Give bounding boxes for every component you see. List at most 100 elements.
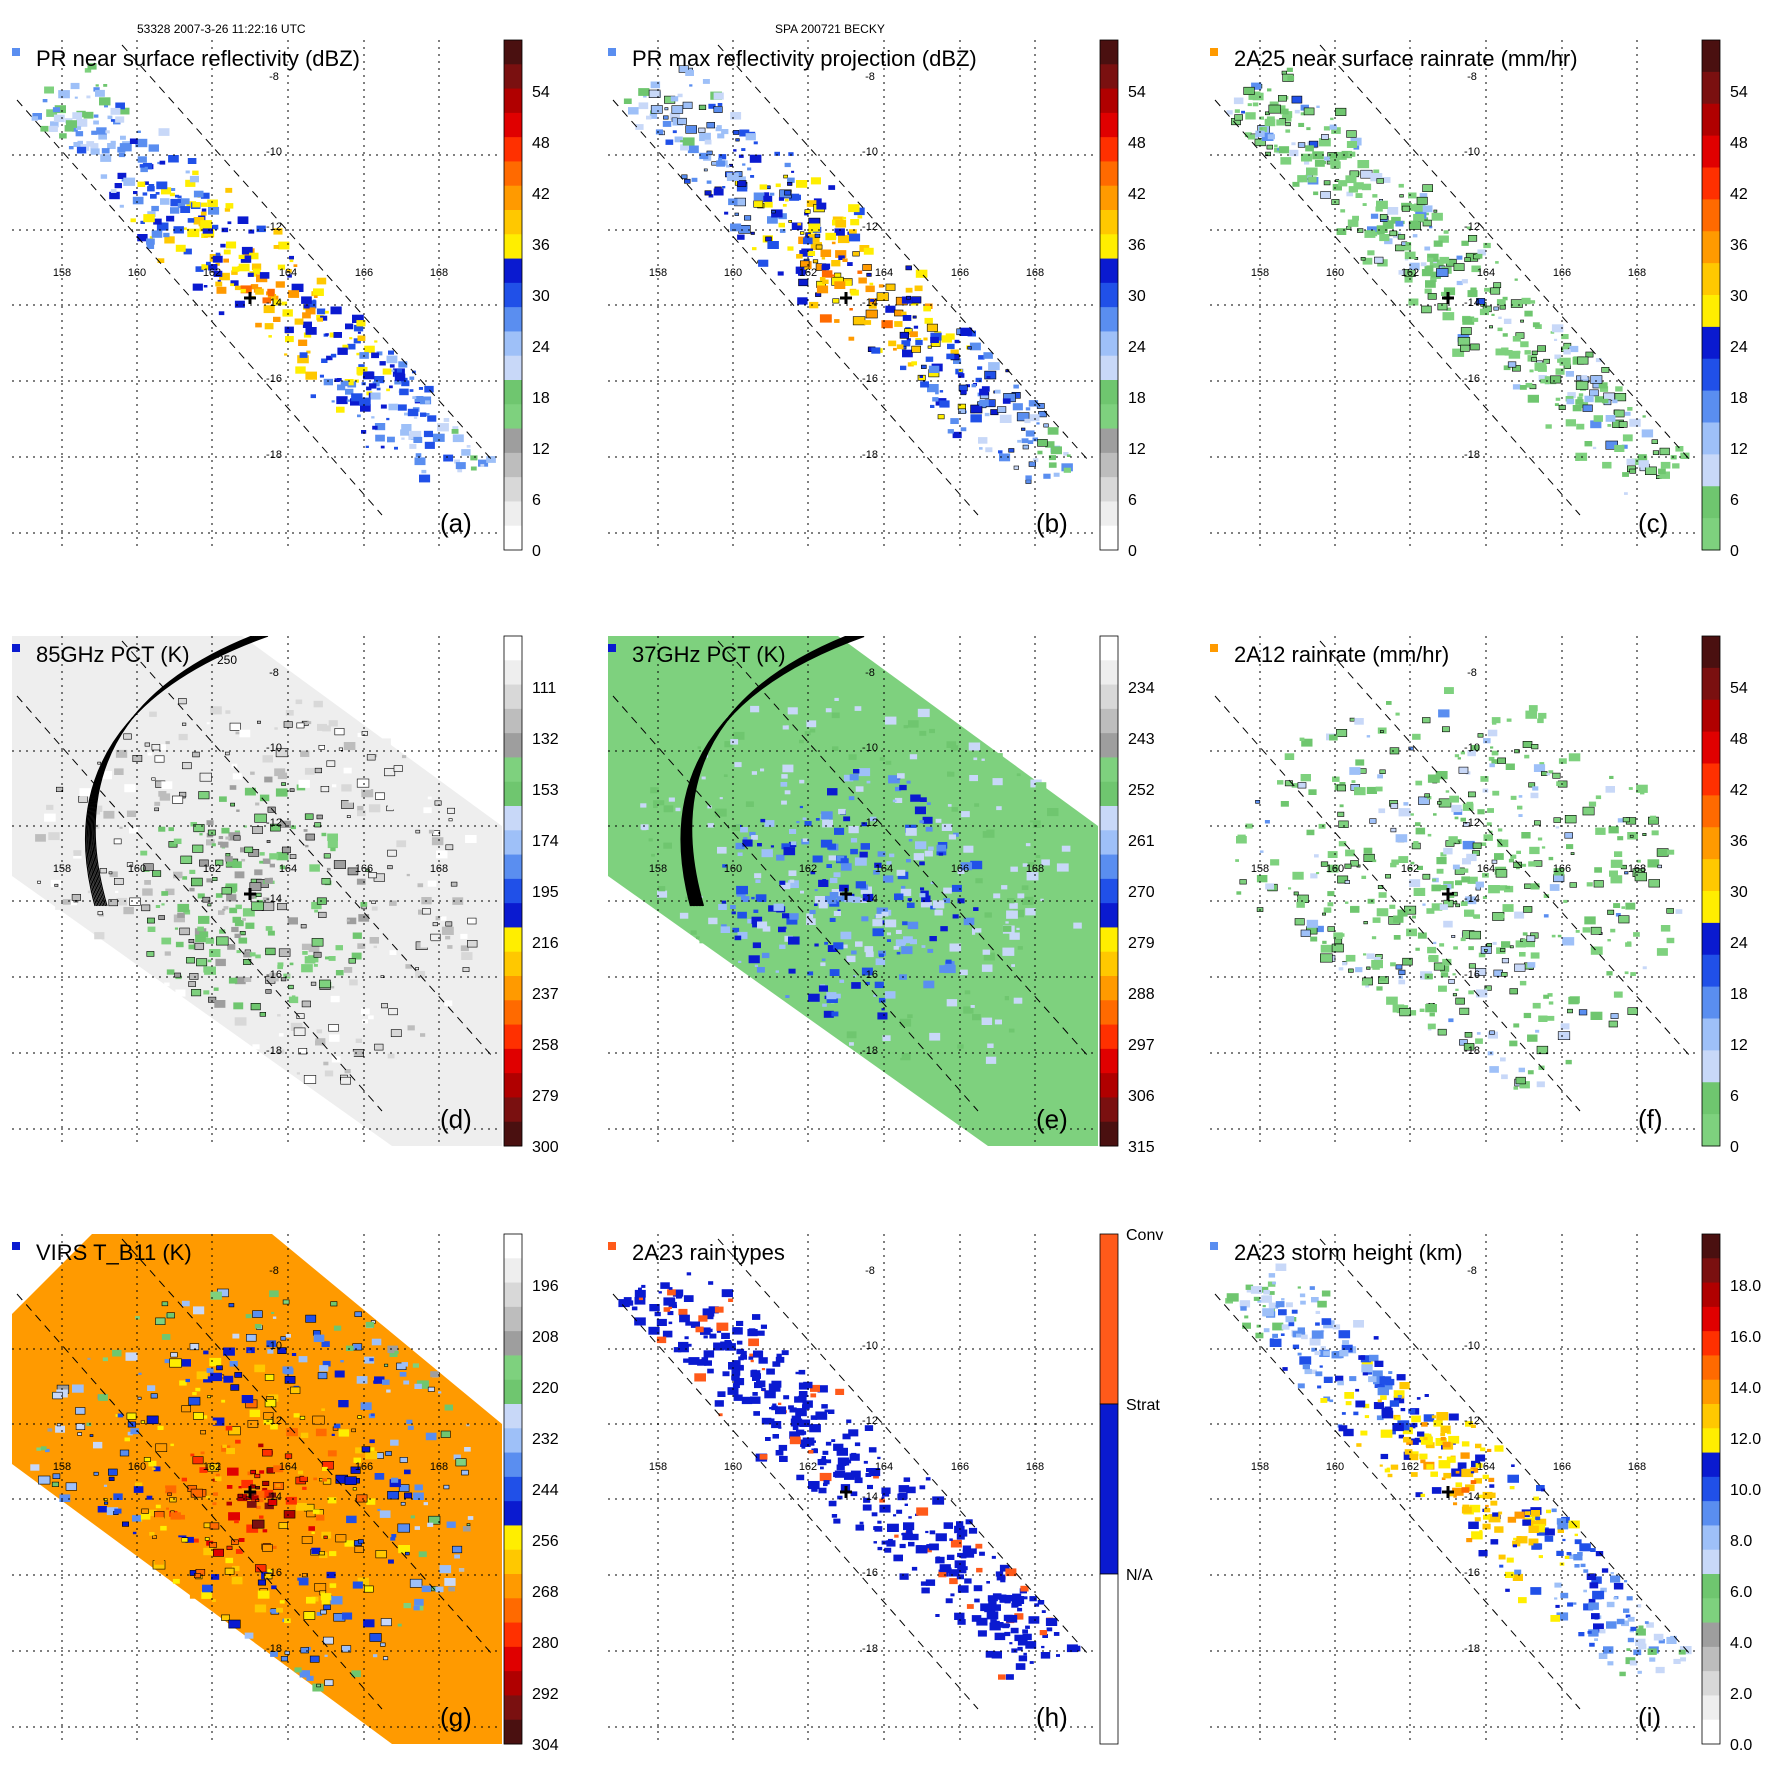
data-cell [829, 892, 839, 899]
data-cell [855, 941, 863, 947]
data-cell [877, 1546, 883, 1551]
data-cell [1241, 110, 1245, 114]
data-cell [204, 1537, 210, 1541]
data-cell [303, 1075, 317, 1084]
data-cell [1593, 880, 1604, 888]
data-cell [814, 889, 818, 892]
data-cell [320, 315, 328, 321]
data-cell [257, 720, 261, 724]
data-cell [1610, 859, 1623, 868]
data-cell [1291, 783, 1299, 788]
data-cell [1345, 901, 1349, 904]
data-cell [427, 796, 432, 800]
data-cell [246, 1334, 257, 1342]
data-cell [161, 1488, 166, 1492]
data-cell [1491, 313, 1495, 316]
data-cell [968, 1527, 978, 1534]
data-cell [1629, 418, 1641, 427]
data-cell [1305, 145, 1314, 152]
data-cell [650, 81, 661, 89]
data-cell [330, 995, 340, 1003]
data-cell [91, 130, 98, 135]
data-cell [908, 1541, 915, 1547]
data-cell [87, 63, 97, 70]
data-cell [1259, 126, 1267, 133]
data-cell [325, 956, 330, 960]
data-cell [189, 1590, 202, 1599]
data-cell [1628, 787, 1633, 790]
data-cell [730, 905, 736, 909]
data-cell [1512, 336, 1521, 342]
data-cell [759, 184, 768, 190]
data-cell [1338, 1330, 1351, 1339]
cross-icon [244, 1486, 256, 1498]
data-cell [942, 999, 949, 1004]
data-cell [1298, 1331, 1306, 1337]
data-cell [1351, 780, 1356, 783]
data-cell [126, 810, 137, 817]
data-cell [1244, 1315, 1249, 1319]
data-cell [336, 406, 345, 413]
data-cell [1627, 407, 1633, 411]
data-cell [324, 1654, 328, 1657]
lon-tick-label: 168 [430, 863, 448, 875]
data-cell [850, 289, 859, 296]
lon-tick-label: 168 [430, 267, 448, 279]
data-cell [800, 231, 805, 235]
data-cell [949, 1578, 958, 1585]
data-cell [706, 122, 716, 129]
data-cell [1428, 955, 1439, 963]
lon-tick-label: 168 [1628, 1461, 1646, 1473]
data-cell [1318, 138, 1331, 147]
data-cell [446, 852, 453, 857]
data-cell [958, 408, 966, 414]
data-cell [796, 1474, 805, 1481]
data-cell [919, 1485, 926, 1490]
data-cell [1635, 1638, 1646, 1646]
data-cell [203, 966, 213, 973]
data-cell [1004, 996, 1011, 1001]
data-cell [74, 96, 78, 99]
data-cell [164, 982, 170, 987]
data-cell [919, 730, 927, 736]
data-cell [250, 1469, 257, 1475]
data-cell [892, 799, 897, 803]
data-cell [862, 973, 866, 976]
data-cell [140, 1513, 151, 1520]
data-cell [432, 922, 438, 927]
data-cell [263, 1412, 274, 1420]
data-cell [802, 817, 807, 820]
data-cell [638, 102, 649, 110]
data-cell [976, 1617, 988, 1626]
data-cell [809, 909, 816, 915]
data-cell [943, 898, 951, 904]
data-cell [761, 849, 773, 858]
data-cell [874, 862, 882, 868]
data-cell [1404, 276, 1413, 283]
data-cell [1386, 701, 1392, 705]
data-field [623, 65, 1073, 484]
data-cell [865, 309, 878, 319]
data-cell [921, 1587, 930, 1594]
data-cell [1331, 1351, 1342, 1359]
data-cell [153, 218, 162, 225]
data-cell [401, 437, 405, 440]
data-cell [1349, 767, 1361, 775]
data-cell [860, 843, 870, 850]
data-cell [1465, 1421, 1473, 1427]
colorbar-segment [504, 1282, 522, 1308]
data-cell [899, 1573, 909, 1580]
data-cell [328, 1082, 338, 1090]
data-cell [1056, 863, 1069, 872]
data-cell [1345, 954, 1356, 962]
data-cell [115, 116, 125, 123]
data-cell [783, 174, 789, 179]
data-cell [999, 414, 1012, 423]
data-cell [657, 890, 668, 898]
data-cell [701, 776, 706, 780]
data-cell [995, 389, 1001, 394]
data-cell [404, 787, 415, 795]
data-cell [802, 838, 808, 842]
data-cell [802, 1400, 813, 1408]
